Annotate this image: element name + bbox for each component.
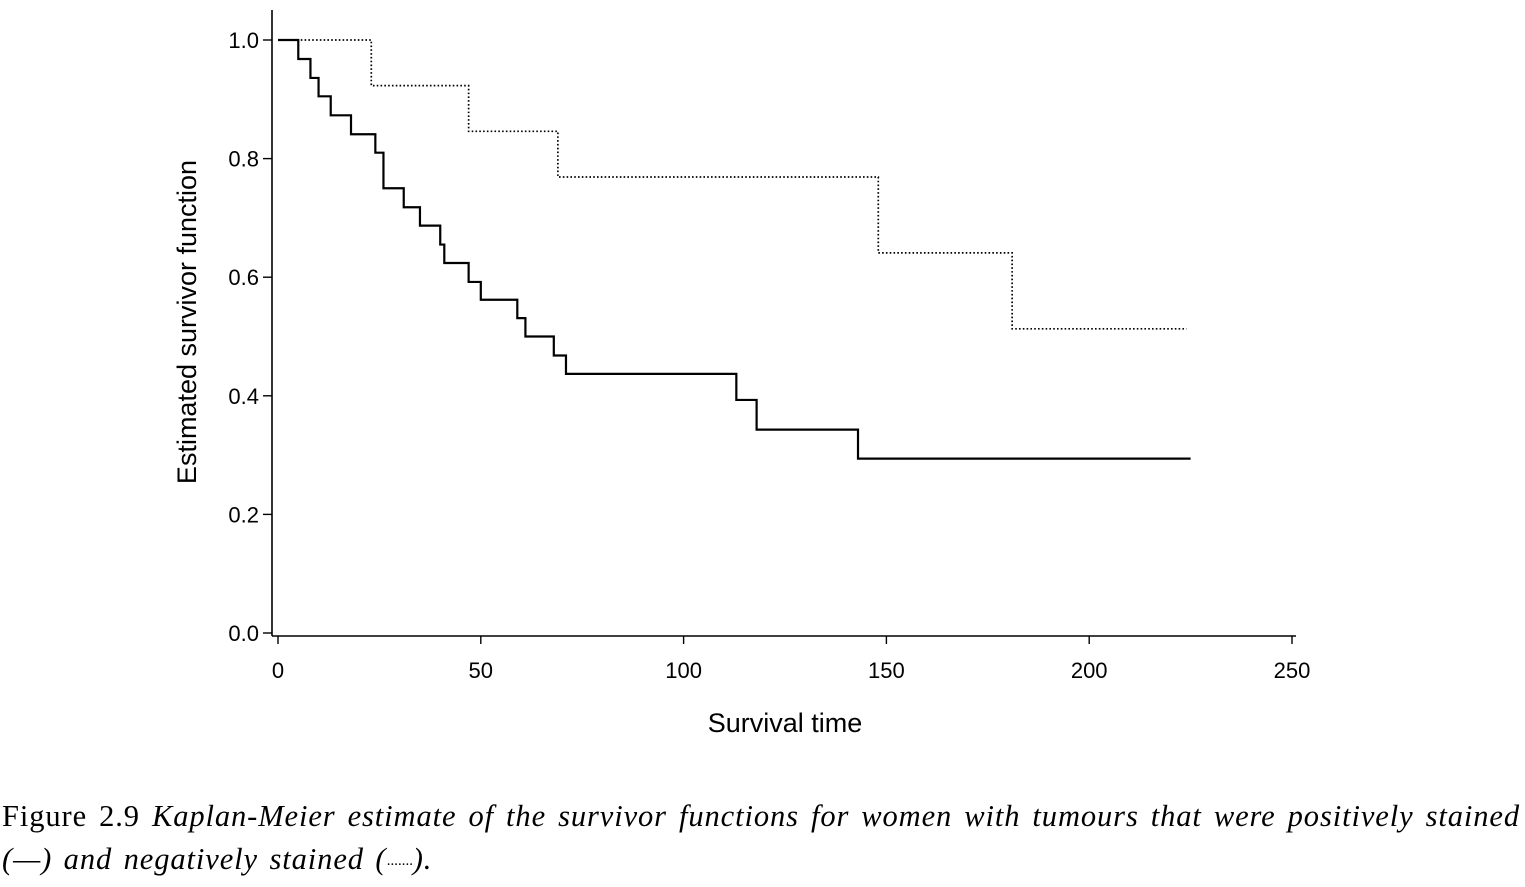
x-tick-label: 0 xyxy=(272,658,284,683)
caption-label: Figure 2.9 xyxy=(2,799,140,833)
caption-dash-negative: ······· xyxy=(386,857,413,873)
y-tick-label: 1.0 xyxy=(228,28,259,53)
caption-dash-positive: — xyxy=(13,842,42,876)
axes: 0.0 0.2 0.4 0.6 0.8 1.0 0 50 100 150 200 250 xyxy=(228,10,1310,683)
y-tick-label: 0.4 xyxy=(228,384,259,409)
figure-caption: Figure 2.9 Kaplan-Meier estimate of the … xyxy=(2,795,1520,887)
caption-text-3: ). xyxy=(412,842,433,876)
series-negative-line xyxy=(278,39,1187,330)
plot-area xyxy=(278,38,1191,460)
y-tick-label: 0.8 xyxy=(228,147,259,172)
x-tick-label: 100 xyxy=(665,658,702,683)
y-tick-label: 0.6 xyxy=(228,265,259,290)
x-tick-label: 150 xyxy=(868,658,905,683)
x-axis-label: Survival time xyxy=(708,708,863,738)
y-tick-label: 0.0 xyxy=(228,621,259,646)
caption-text-2: ) and negatively stained ( xyxy=(41,842,387,876)
x-tick-label: 200 xyxy=(1071,658,1108,683)
x-tick-label: 250 xyxy=(1274,658,1311,683)
x-tick-label: 50 xyxy=(469,658,493,683)
km-chart: 0.0 0.2 0.4 0.6 0.8 1.0 0 50 100 150 200 250 Surviv… xyxy=(172,10,1310,738)
series-positive-line xyxy=(278,38,1191,460)
caption-text-1: Kaplan-Meier estimate of the survivor fu… xyxy=(2,799,1520,876)
y-tick-label: 0.2 xyxy=(228,502,259,527)
y-axis-label: Estimated survivor function xyxy=(172,160,202,484)
